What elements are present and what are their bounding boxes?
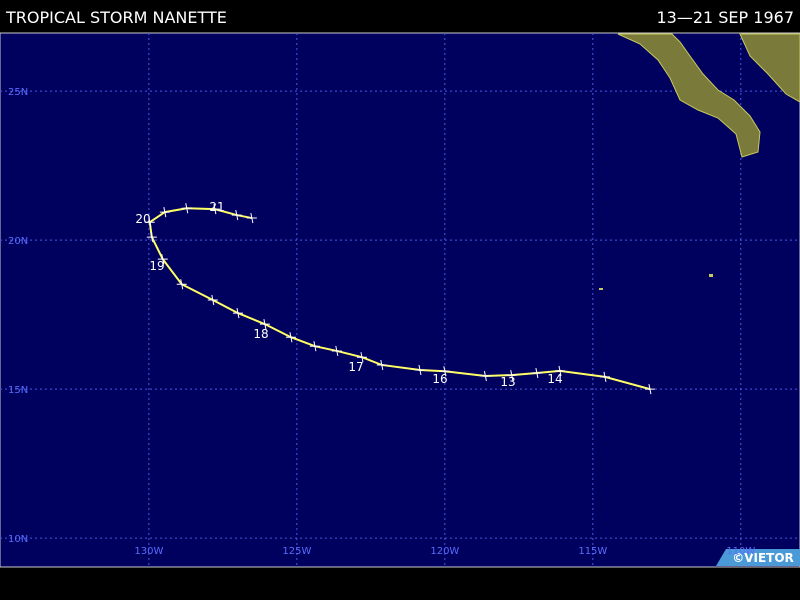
day-label: 14 [547,372,562,386]
track-point [259,319,270,330]
track-point [356,352,367,363]
track-point [176,279,187,290]
track-point [531,367,542,379]
track-point [146,232,157,243]
day-label: 19 [149,259,164,273]
x-tick-label: 130W [134,546,163,557]
track-point [207,294,218,306]
island [709,274,713,277]
track-point [599,371,610,382]
track-point [309,341,320,352]
day-label: 21 [209,200,224,214]
day-label: 16 [432,372,447,386]
x-tick-label: 125W [282,546,311,557]
y-tick-label: 10N [8,534,28,545]
track-point [181,203,192,214]
track-point [439,366,450,377]
track-point [414,364,425,376]
track-point [246,212,257,224]
island [599,288,603,290]
track-point [209,204,220,215]
track-point [480,370,491,382]
track-point [232,308,243,319]
y-tick-label: 20N [8,236,28,247]
x-tick-label: 110W [726,546,755,557]
mainland-mexico [739,33,800,103]
x-tick-label: 115W [578,546,607,557]
chart-title: TROPICAL STORM NANETTE [5,8,227,27]
track-point [285,332,296,343]
track-point [144,217,155,228]
y-tick-label: 15N [8,385,28,396]
track-point [376,359,387,371]
baja-california [617,33,761,158]
track-point [159,206,170,218]
date-range: 13—21 SEP 1967 [656,8,794,27]
grid [0,33,800,567]
track-point [644,384,655,395]
credit: ©VIETOR [732,551,794,565]
track-point [506,369,517,381]
day-label: 18 [253,327,268,341]
day-label: 13 [500,375,515,389]
credit-badge [716,549,800,566]
day-label: 17 [348,360,363,374]
y-tick-label: 25N [8,87,28,98]
day-label: 20 [135,212,150,226]
track-point [331,345,342,357]
x-tick-label: 120W [430,546,459,557]
ocean [0,32,800,568]
track-point [231,209,242,221]
track-point [554,365,565,377]
track-point [157,254,168,265]
